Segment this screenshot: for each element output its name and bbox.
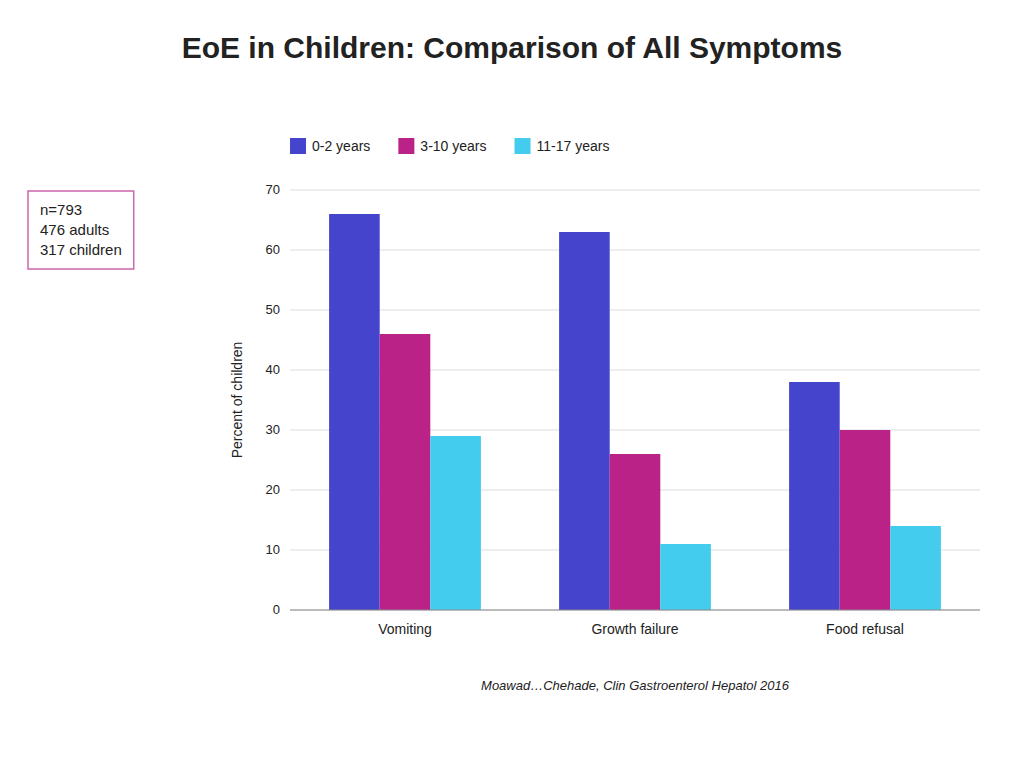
y-tick-label: 0 <box>273 602 280 617</box>
x-tick-label: Food refusal <box>826 621 904 637</box>
y-axis-label: Percent of children <box>229 342 245 459</box>
y-tick-label: 10 <box>266 542 280 557</box>
legend-swatch <box>290 138 306 154</box>
bar <box>660 544 711 610</box>
bar <box>559 232 610 610</box>
annotation-box <box>28 191 134 269</box>
legend-label: 3-10 years <box>420 138 486 154</box>
annotation-text: n=793476 adults317 children <box>40 201 122 258</box>
bar <box>430 436 481 610</box>
grid-line <box>290 190 980 191</box>
grid <box>290 190 980 610</box>
legend-swatch <box>515 138 531 154</box>
bar <box>789 382 840 610</box>
x-tick-label: Vomiting <box>378 621 432 637</box>
y-tick-label: 30 <box>266 422 280 437</box>
y-tick-label: 70 <box>266 182 280 197</box>
bars <box>329 214 941 610</box>
chart-container: EoE in Children: Comparison of All Sympt… <box>0 0 1024 768</box>
grid-line <box>290 610 980 611</box>
grid-line <box>290 310 980 311</box>
citation: Moawad…Chehade, Clin Gastroenterol Hepat… <box>481 678 790 693</box>
y-tick-label: 60 <box>266 242 280 257</box>
x-axis-line <box>290 610 980 611</box>
bar <box>890 526 941 610</box>
legend-label: 11-17 years <box>537 138 610 154</box>
bar <box>329 214 380 610</box>
y-tick-label: 20 <box>266 482 280 497</box>
bar <box>380 334 431 610</box>
chart-svg: EoE in Children: Comparison of All Sympt… <box>0 0 1024 768</box>
bar <box>840 430 891 610</box>
legend-swatch <box>398 138 414 154</box>
y-tick-label: 50 <box>266 302 280 317</box>
legend: 0-2 years 3-10 years 11-17 years <box>290 138 609 154</box>
bar <box>610 454 661 610</box>
y-tick-label: 40 <box>266 362 280 377</box>
grid-line <box>290 250 980 251</box>
chart-title: EoE in Children: Comparison of All Sympt… <box>182 31 843 64</box>
legend-label: 0-2 years <box>312 138 370 154</box>
annotation: n=793476 adults317 children <box>28 191 134 269</box>
x-tick-label: Growth failure <box>591 621 678 637</box>
